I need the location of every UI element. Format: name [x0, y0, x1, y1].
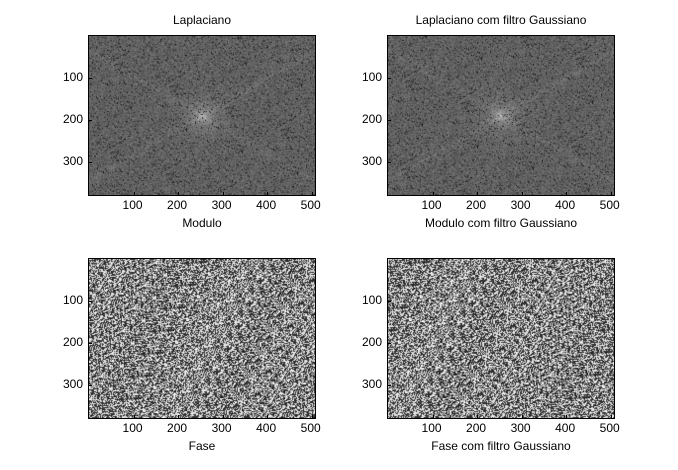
x-axis-label: Modulo — [182, 216, 222, 230]
x-tick-label: 500 — [300, 421, 321, 435]
y-tick-label: 100 — [361, 69, 382, 84]
y-tick-mark — [388, 385, 391, 386]
y-tick-label: 200 — [361, 334, 382, 349]
phase-spectrum-image — [388, 259, 614, 418]
panel-laplaciano-modulo: Laplaciano Modulo 100 200 300 100 200 300 400 5… — [63, 13, 321, 235]
x-tick-mark — [566, 192, 567, 195]
y-tick-mark — [89, 343, 92, 344]
x-tick-label: 400 — [256, 421, 277, 435]
x-tick-mark — [522, 192, 523, 195]
magnitude-spectrum-image — [89, 36, 315, 195]
x-tick-mark — [223, 192, 224, 195]
x-tick-mark — [178, 192, 179, 195]
y-tick-mark — [89, 120, 92, 121]
x-tick-mark — [134, 415, 135, 418]
x-tick-mark — [611, 415, 612, 418]
x-tick-label: 400 — [555, 198, 576, 212]
image-axes — [88, 258, 316, 419]
x-tick-label: 500 — [300, 198, 321, 212]
x-tick-label: 100 — [122, 198, 143, 212]
x-tick-mark — [611, 192, 612, 195]
x-tick-mark — [178, 415, 179, 418]
x-tick-mark — [267, 415, 268, 418]
y-tick-label: 200 — [62, 111, 83, 126]
panel-title: Laplaciano — [172, 13, 232, 27]
y-tick-mark — [89, 162, 92, 163]
y-tick-mark — [388, 162, 391, 163]
y-tick-label: 300 — [62, 153, 83, 168]
x-tick-label: 100 — [421, 198, 442, 212]
x-tick-mark — [433, 415, 434, 418]
x-tick-mark — [433, 192, 434, 195]
panel-fase-gaussiano: Fase com filtro Gaussiano 100 200 300 100 20… — [362, 258, 620, 458]
y-tick-mark — [388, 78, 391, 79]
x-tick-label: 300 — [510, 421, 531, 435]
y-tick-label: 300 — [361, 153, 382, 168]
y-tick-mark — [388, 343, 391, 344]
x-axis-label: Fase — [188, 439, 216, 453]
x-tick-mark — [134, 192, 135, 195]
y-tick-label: 200 — [62, 334, 83, 349]
y-tick-mark — [89, 78, 92, 79]
x-tick-label: 300 — [211, 198, 232, 212]
y-tick-mark — [388, 301, 391, 302]
panel-fase: Fase 100 200 300 100 200 300 400 500 — [63, 258, 321, 458]
x-tick-label: 200 — [466, 198, 487, 212]
x-tick-label: 200 — [466, 421, 487, 435]
x-tick-label: 100 — [421, 421, 442, 435]
y-tick-mark — [89, 301, 92, 302]
x-tick-mark — [312, 192, 313, 195]
y-tick-label: 100 — [361, 292, 382, 307]
x-tick-label: 300 — [211, 421, 232, 435]
x-tick-label: 100 — [122, 421, 143, 435]
y-tick-mark — [388, 120, 391, 121]
x-axis-label: Fase com filtro Gaussiano — [431, 439, 571, 453]
phase-spectrum-image — [89, 259, 315, 418]
x-tick-label: 500 — [599, 421, 620, 435]
y-tick-label: 100 — [62, 292, 83, 307]
y-tick-label: 100 — [62, 69, 83, 84]
magnitude-spectrum-image — [388, 36, 614, 195]
x-tick-label: 300 — [510, 198, 531, 212]
x-tick-mark — [267, 192, 268, 195]
x-tick-label: 500 — [599, 198, 620, 212]
image-axes — [88, 35, 316, 196]
y-tick-label: 200 — [361, 111, 382, 126]
image-axes — [387, 35, 615, 196]
x-axis-label: Modulo com filtro Gaussiano — [424, 216, 578, 230]
y-tick-mark — [89, 385, 92, 386]
image-axes — [387, 258, 615, 419]
x-tick-mark — [477, 415, 478, 418]
x-tick-label: 400 — [555, 421, 576, 435]
x-tick-mark — [477, 192, 478, 195]
panel-laplaciano-gaussiano-modulo: Laplaciano com filtro Gaussiano Modulo c… — [362, 13, 620, 235]
x-tick-mark — [223, 415, 224, 418]
y-tick-label: 300 — [361, 376, 382, 391]
x-tick-mark — [522, 415, 523, 418]
x-tick-label: 200 — [167, 421, 188, 435]
panel-title: Laplaciano com filtro Gaussiano — [415, 13, 587, 27]
x-tick-label: 400 — [256, 198, 277, 212]
y-tick-label: 300 — [62, 376, 83, 391]
x-tick-mark — [566, 415, 567, 418]
x-tick-label: 200 — [167, 198, 188, 212]
x-tick-mark — [312, 415, 313, 418]
